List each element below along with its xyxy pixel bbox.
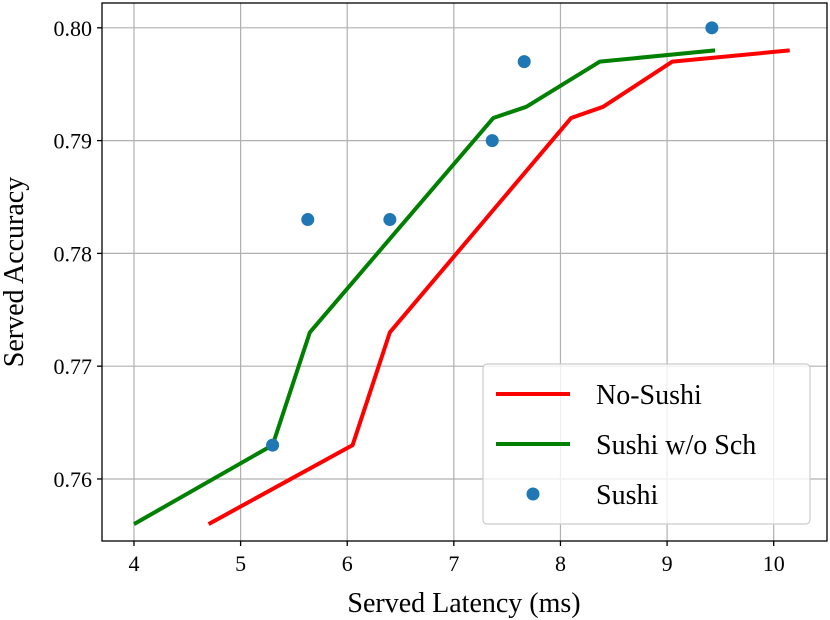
y-tick-label: 0.77: [54, 354, 93, 379]
x-axis-title: Served Latency (ms): [347, 588, 580, 619]
legend-box: [482, 363, 811, 525]
data-point-sushi: [705, 21, 719, 35]
series-line-no-sushi: [207, 48, 790, 526]
plot-frame: [101, 2, 828, 542]
x-tick-label: 10: [763, 551, 785, 576]
data-point-sushi: [517, 55, 531, 69]
x-tick-label: 5: [235, 551, 246, 576]
legend-label-sushi: Sushi: [596, 480, 658, 511]
x-tick-label: 9: [662, 551, 673, 576]
x-tick-label: 7: [448, 551, 459, 576]
axis-ticks: 4 5 6 7 8 9 10 0.76 0.77 0.78 0.79 0.80: [54, 16, 785, 576]
y-tick-label: 0.79: [54, 129, 93, 154]
data-point-sushi: [383, 213, 397, 227]
grid: [102, 3, 827, 541]
data-point-sushi: [485, 134, 499, 148]
data-point-sushi: [266, 438, 280, 452]
data-point-sushi: [301, 213, 315, 227]
y-tick-label: 0.78: [54, 241, 93, 266]
x-tick-label: 4: [128, 551, 139, 576]
legend-swatch-sushi: [526, 487, 540, 501]
x-tick-label: 8: [555, 551, 566, 576]
legend-label-no-sushi: No-Sushi: [596, 380, 702, 411]
y-tick-label: 0.76: [54, 467, 93, 492]
y-tick-label: 0.80: [54, 16, 93, 41]
x-tick-label: 6: [342, 551, 353, 576]
legend: No-Sushi Sushi w/o Sch Sushi: [482, 363, 811, 525]
legend-label-sushi-w-o-sch: Sushi w/o Sch: [596, 430, 756, 461]
y-axis-title: Served Accuracy: [0, 177, 30, 367]
plot-series: [133, 21, 790, 526]
